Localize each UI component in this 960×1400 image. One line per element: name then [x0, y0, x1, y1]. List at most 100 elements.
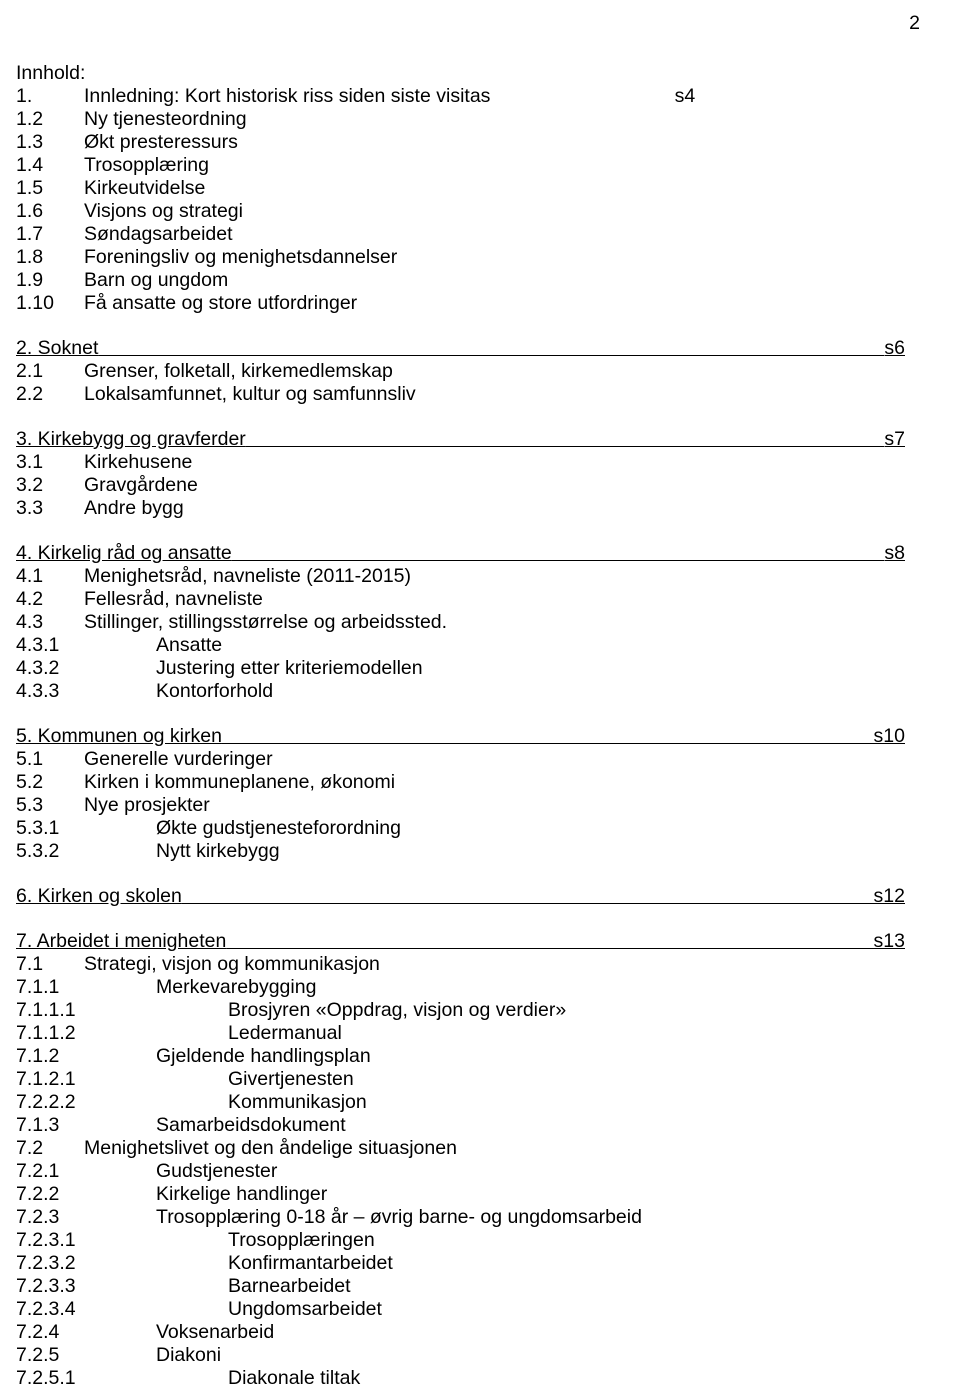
toc-num: 1.2: [16, 108, 84, 131]
toc-row: 7.1.2.1Givertjenesten: [16, 1068, 905, 1091]
toc-num: 7.2.3.1: [16, 1229, 228, 1252]
toc-text: Generelle vurderinger: [84, 748, 905, 771]
toc-num: 1.8: [16, 246, 84, 269]
toc-text: Menighetsråd, navneliste (2011-2015): [84, 565, 905, 588]
toc-row: 4.1Menighetsråd, navneliste (2011-2015): [16, 565, 905, 588]
toc-row: 7.2.3.4Ungdomsarbeidet: [16, 1298, 905, 1321]
toc-text: Kirkeutvidelse: [84, 177, 905, 200]
toc-num: 3.2: [16, 474, 84, 497]
toc-num: 3.3: [16, 497, 84, 520]
toc-row: 3.2Gravgårdene: [16, 474, 905, 497]
toc-heading-row: 4. Kirkelig råd og ansatte s8: [16, 542, 905, 565]
toc-heading-page: s8: [884, 542, 905, 565]
toc-row: 7.2.3.3Barnearbeidet: [16, 1275, 905, 1298]
toc-row: 7.2.5Diakoni: [16, 1344, 905, 1367]
toc-text: Trosopplæring: [84, 154, 905, 177]
toc-num: 1.3: [16, 131, 84, 154]
toc-text: Kommunikasjon: [228, 1091, 905, 1114]
toc-text: Lokalsamfunnet, kultur og samfunnsliv: [84, 383, 905, 406]
toc-text: Foreningsliv og menighetsdannelser: [84, 246, 905, 269]
toc-row: 7.2.3.1Trosopplæringen: [16, 1229, 905, 1252]
toc-row: 7.2.4Voksenarbeid: [16, 1321, 905, 1344]
toc-text: Brosjyren «Oppdrag, visjon og verdier»: [228, 999, 905, 1022]
toc-num: 7.1: [16, 953, 84, 976]
toc-num: 1.6: [16, 200, 84, 223]
toc-row: 7.1.2Gjeldende handlingsplan: [16, 1045, 905, 1068]
toc-row: 4.3.2Justering etter kriteriemodellen: [16, 657, 905, 680]
toc-text: Få ansatte og store utfordringer: [84, 292, 905, 315]
toc-num: 7.2.3.4: [16, 1298, 228, 1321]
toc-heading-page: s10: [874, 725, 905, 748]
toc-heading-row: 6. Kirken og skolen s12: [16, 885, 905, 908]
toc-text: Nytt kirkebygg: [156, 840, 905, 863]
toc-text: Justering etter kriteriemodellen: [156, 657, 905, 680]
toc-row: 7.1.1.2Ledermanual: [16, 1022, 905, 1045]
toc-num: 5.3: [16, 794, 84, 817]
toc-num: 7.1.1: [16, 976, 156, 999]
toc-text: Økte gudstjenesteforordning: [156, 817, 905, 840]
toc-text: Voksenarbeid: [156, 1321, 905, 1344]
toc-text: Innledning: Kort historisk riss siden si…: [84, 85, 905, 108]
toc-row: 4.3.1Ansatte: [16, 634, 905, 657]
toc-row: 7.1Strategi, visjon og kommunikasjon: [16, 953, 905, 976]
toc-heading-page: s12: [874, 885, 905, 908]
toc-row: 1.2Ny tjenesteordning: [16, 108, 905, 131]
toc-text: Ungdomsarbeidet: [228, 1298, 905, 1321]
toc-num: 7.1.3: [16, 1114, 156, 1137]
toc-num: 7.1.2.1: [16, 1068, 228, 1091]
toc-text: Diakonale tiltak: [228, 1367, 905, 1390]
toc-text: Stillinger, stillingsstørrelse og arbeid…: [84, 611, 905, 634]
toc-num: 5.1: [16, 748, 84, 771]
toc-num: 7.2.5.1: [16, 1367, 228, 1390]
toc-section-3: 3. Kirkebygg og gravferder s7 3.1Kirkehu…: [16, 428, 905, 520]
toc-num: 7.1.1.2: [16, 1022, 228, 1045]
toc-row: 2.1Grenser, folketall, kirkemedlemskap: [16, 360, 905, 383]
toc-num: 7.1.1.1: [16, 999, 228, 1022]
toc-num: 3.1: [16, 451, 84, 474]
toc-row: 3.1Kirkehusene: [16, 451, 905, 474]
toc-row: 5.1Generelle vurderinger: [16, 748, 905, 771]
toc-text: Trosopplæringen: [228, 1229, 905, 1252]
toc-section-1: 1. Innledning: Kort historisk riss siden…: [16, 85, 905, 315]
toc-heading-row: 1. Innledning: Kort historisk riss siden…: [16, 85, 905, 108]
toc-text: Visjons og strategi: [84, 200, 905, 223]
toc-num: 7.2.2: [16, 1183, 156, 1206]
toc-section-5: 5. Kommunen og kirken s10 5.1Generelle v…: [16, 725, 905, 863]
toc-text: Ansatte: [156, 634, 905, 657]
toc-num: 2.1: [16, 360, 84, 383]
toc-text: Kirkehusene: [84, 451, 905, 474]
toc-heading-row: 2. Soknet s6: [16, 337, 905, 360]
toc-heading-text: 2. Soknet: [16, 337, 884, 360]
toc-heading-page: s7: [884, 428, 905, 451]
toc-row: 1.6Visjons og strategi: [16, 200, 905, 223]
toc-text: Ledermanual: [228, 1022, 905, 1045]
toc-num: 7.2.1: [16, 1160, 156, 1183]
toc-row: 1.4Trosopplæring: [16, 154, 905, 177]
toc-num: 4.3.3: [16, 680, 156, 703]
toc-heading-page: s6: [884, 337, 905, 360]
toc-text: Menighetslivet og den åndelige situasjon…: [84, 1137, 905, 1160]
toc-text: Andre bygg: [84, 497, 905, 520]
toc-num: 7.2.3: [16, 1206, 156, 1229]
toc-num: 1.5: [16, 177, 84, 200]
toc-num: 5.2: [16, 771, 84, 794]
toc-row: 7.2.2.2Kommunikasjon: [16, 1091, 905, 1114]
toc-row: 3.3Andre bygg: [16, 497, 905, 520]
toc-row: 7.1.1.1Brosjyren «Oppdrag, visjon og ver…: [16, 999, 905, 1022]
toc-num: 1.4: [16, 154, 84, 177]
toc-text: Kirkelige handlinger: [156, 1183, 905, 1206]
toc-row: 2.2Lokalsamfunnet, kultur og samfunnsliv: [16, 383, 905, 406]
toc-text: Søndagsarbeidet: [84, 223, 905, 246]
toc-num: 4.2: [16, 588, 84, 611]
toc-text: Konfirmantarbeidet: [228, 1252, 905, 1275]
toc-row: 7.2.1Gudstjenester: [16, 1160, 905, 1183]
toc-text: Barn og ungdom: [84, 269, 905, 292]
toc-row: 7.1.1Merkevarebygging: [16, 976, 905, 999]
toc-text: Nye prosjekter: [84, 794, 905, 817]
toc-num: 5.3.1: [16, 817, 156, 840]
toc-num: 4.3: [16, 611, 84, 634]
toc-row: 1.3Økt presteressurs: [16, 131, 905, 154]
toc-num: 7.1.2: [16, 1045, 156, 1068]
toc-row: 5.2Kirken i kommuneplanene, økonomi: [16, 771, 905, 794]
toc-row: 7.2.3Trosopplæring 0-18 år – øvrig barne…: [16, 1206, 905, 1229]
